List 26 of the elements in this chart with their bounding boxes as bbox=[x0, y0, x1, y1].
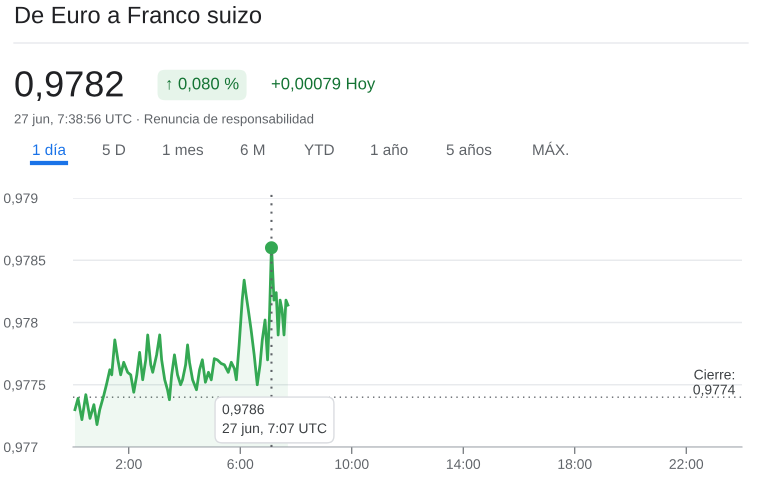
y-tick-label: 0,978 bbox=[4, 318, 38, 330]
y-tick-label: 0,977 bbox=[4, 442, 38, 454]
chart-title: De Euro a Franco suizo bbox=[16, 6, 262, 24]
ref-line-label: Cierre: 0,9774 bbox=[693, 369, 735, 396]
y-tick-label: 0,979 bbox=[4, 193, 38, 205]
x-tick-label: 6:00 bbox=[227, 459, 254, 470]
x-tick-label: 10:00 bbox=[335, 459, 369, 470]
text: 1 día bbox=[33, 144, 66, 156]
x-tick-label: 14:00 bbox=[446, 459, 480, 470]
text: 5 años bbox=[446, 144, 492, 156]
text: MÁX. bbox=[533, 142, 568, 155]
text: 0,9782 bbox=[15, 71, 123, 101]
text: 5 D bbox=[102, 144, 126, 156]
annotation: 0,9786 27 jun, 7:07 UTC bbox=[222, 404, 326, 436]
text: 1 mes bbox=[163, 144, 204, 156]
text: ↑ 0,080 % bbox=[167, 78, 239, 92]
y-tick-label: 0,9785 bbox=[4, 256, 46, 268]
y-tick-label: 0,9775 bbox=[4, 380, 46, 392]
text: 27 jun, 7:38:56 UTC · Renuncia de responsabilidad bbox=[14, 114, 314, 126]
text: 6 M bbox=[240, 144, 264, 156]
x-tick-label: 2:00 bbox=[116, 459, 142, 470]
x-tick-label: 18:00 bbox=[558, 459, 592, 470]
text: 1 año bbox=[371, 144, 408, 156]
text: +0,00079 Hoy bbox=[272, 78, 376, 93]
x-tick-label: 22:00 bbox=[670, 459, 704, 470]
text: YTD bbox=[304, 144, 334, 155]
